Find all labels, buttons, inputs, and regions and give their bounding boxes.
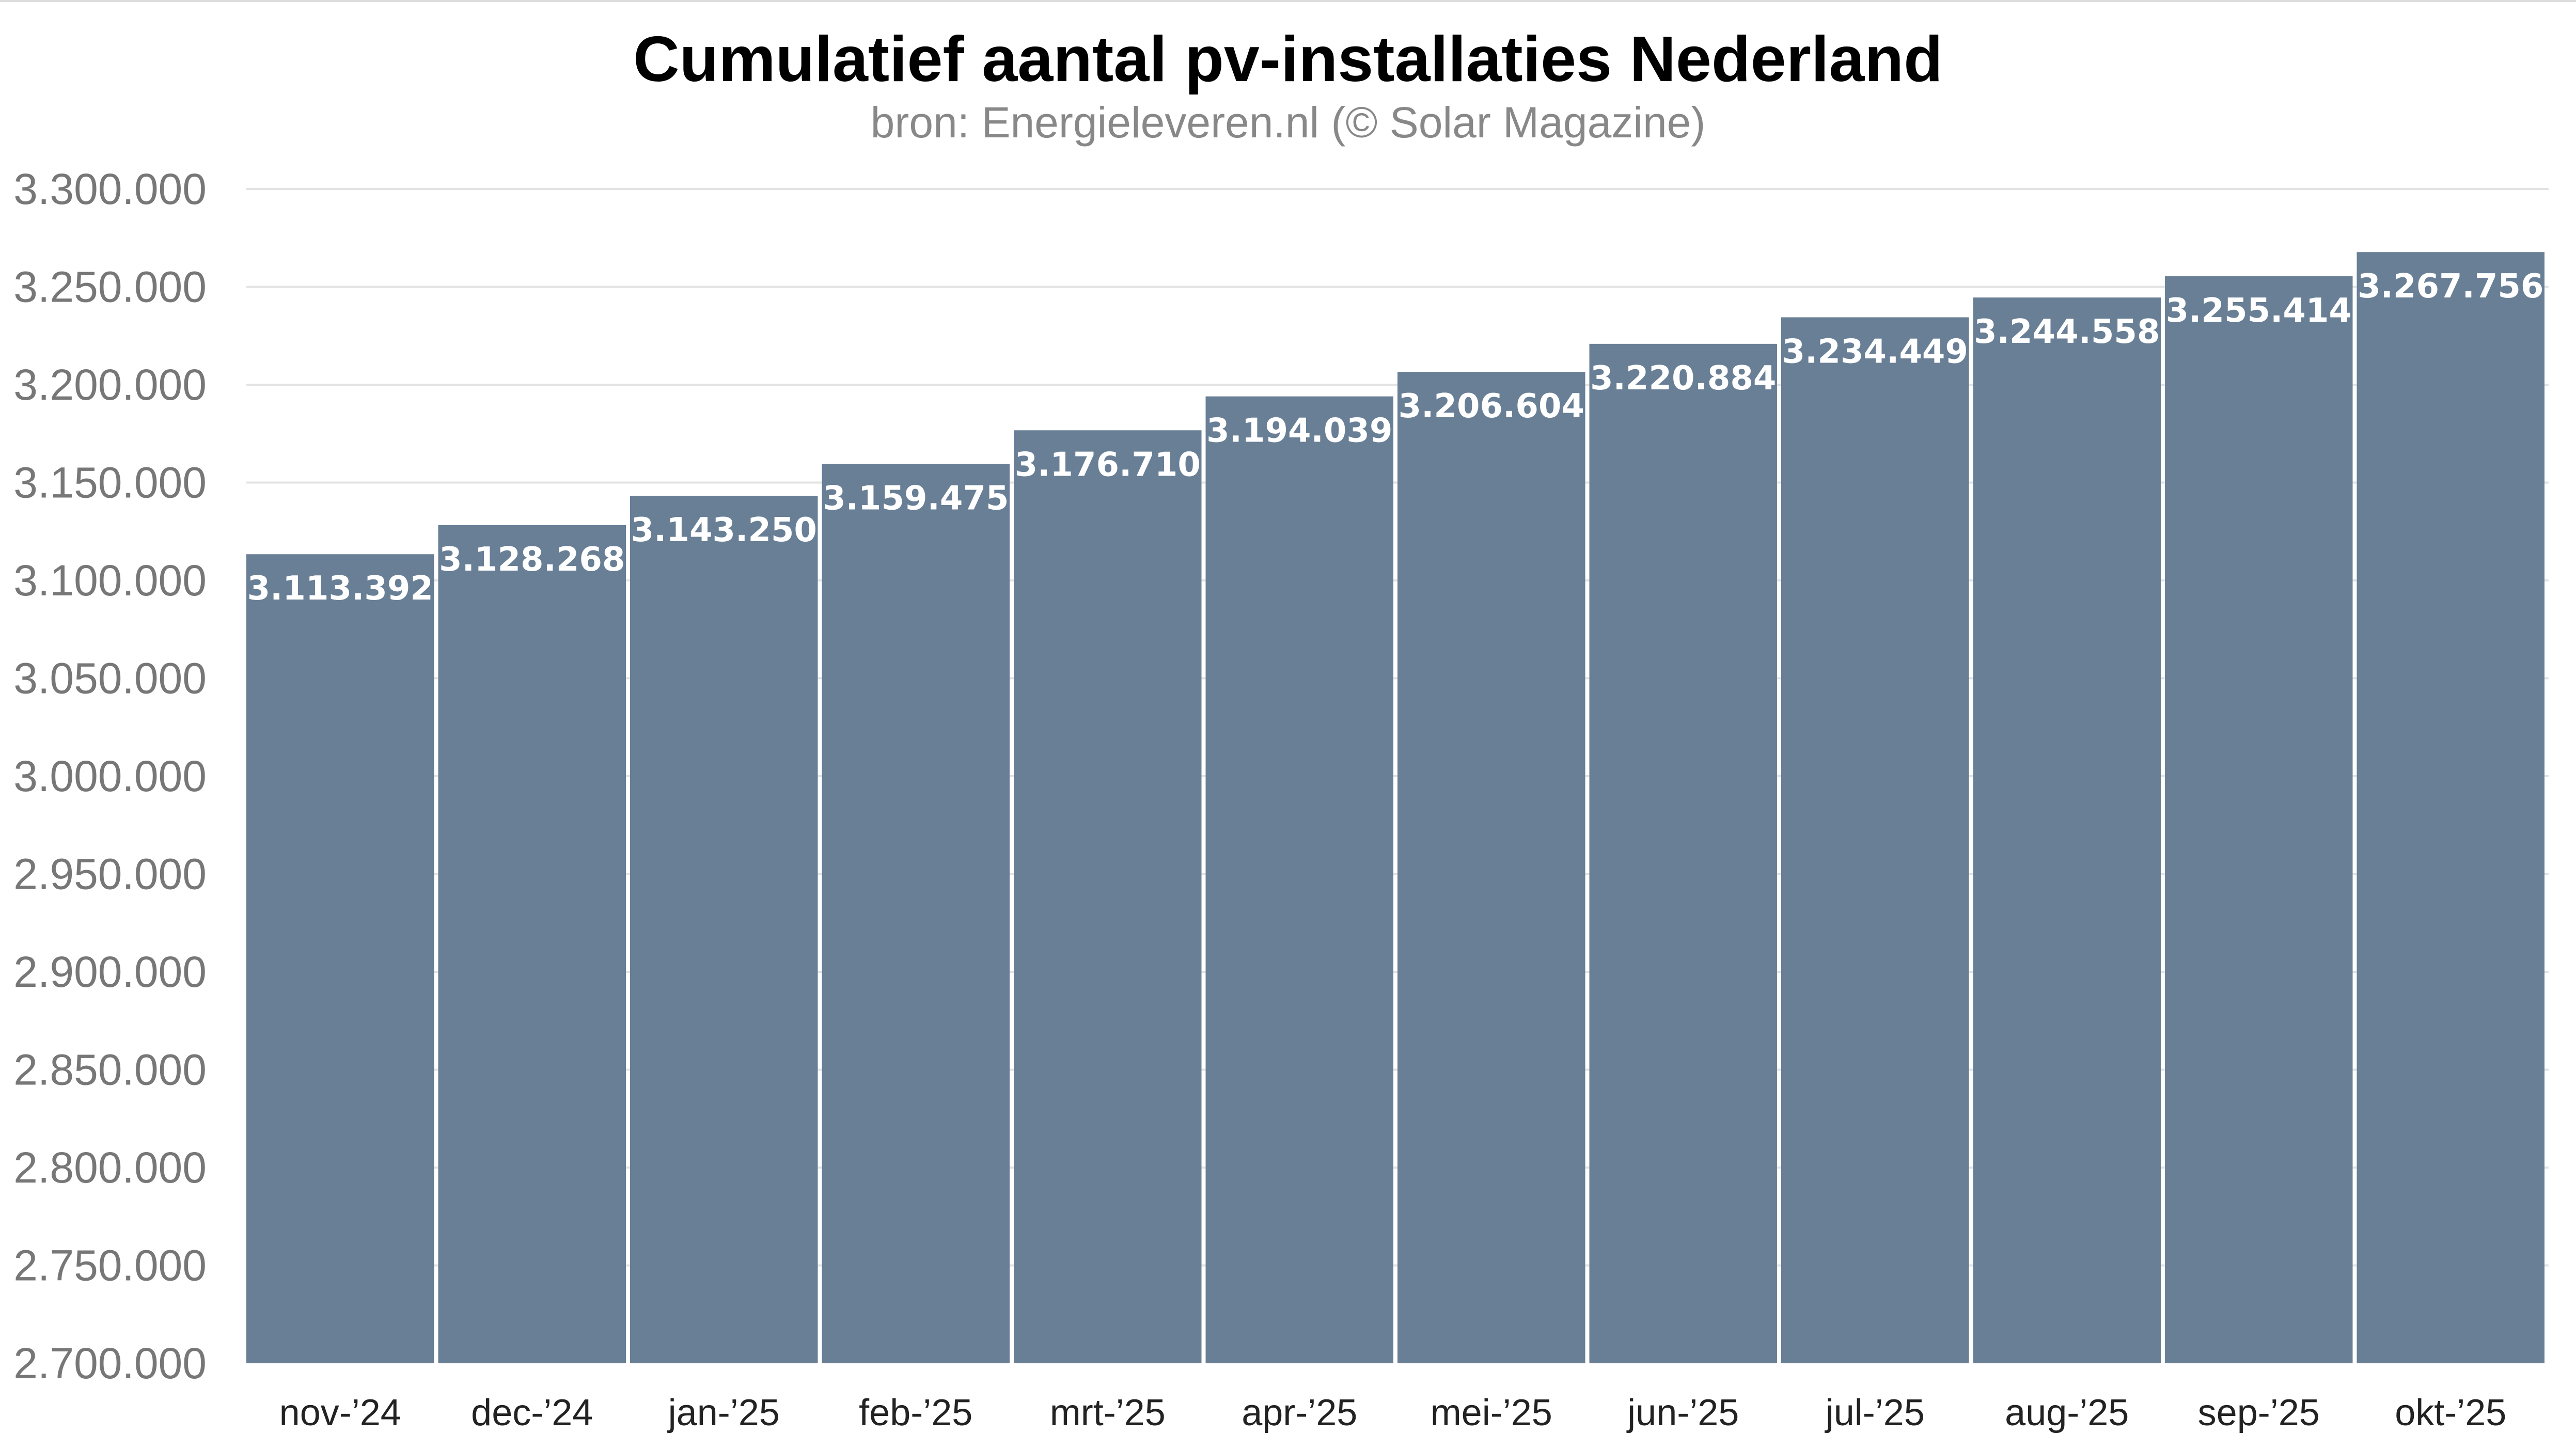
x-axis-categories: nov-’24 dec-’24 jan-’25 feb-’25 mrt-’25 apr-’… <box>279 1392 2507 1434</box>
y-tick-label: 2.700.000 <box>13 1339 207 1388</box>
bars <box>246 252 2544 1364</box>
x-category-label: dec-’24 <box>471 1392 593 1434</box>
x-category-label: apr-’25 <box>1242 1392 1357 1434</box>
y-tick-label: 2.850.000 <box>13 1046 207 1094</box>
bar-value-label: 3.194.039 <box>1206 412 1392 450</box>
bar <box>246 554 434 1363</box>
bar-value-label: 3.267.756 <box>2358 267 2543 306</box>
chart-subtitle: bron: Energieleveren.nl (© Solar Magazin… <box>870 98 1706 147</box>
y-tick-label: 3.100.000 <box>13 556 207 605</box>
bar-value-label: 3.128.268 <box>439 541 625 579</box>
bar-value-label: 3.244.558 <box>1974 313 2160 351</box>
bar <box>2357 252 2544 1363</box>
bar-value-label: 3.143.250 <box>631 511 817 549</box>
x-category-label: jan-’25 <box>667 1392 780 1434</box>
x-category-label: okt-’25 <box>2395 1392 2506 1434</box>
y-tick-label: 3.000.000 <box>13 752 207 800</box>
x-category-label: jun-’25 <box>1626 1392 1739 1434</box>
y-tick-label: 2.900.000 <box>13 948 207 996</box>
y-tick-label: 3.050.000 <box>13 654 207 703</box>
bar-value-label: 3.220.884 <box>1590 359 1776 398</box>
bar <box>1397 371 1585 1363</box>
bar-value-label: 3.206.604 <box>1399 387 1584 426</box>
bar <box>1781 317 1969 1364</box>
x-category-label: jul-’25 <box>1825 1392 1925 1434</box>
x-category-label: nov-’24 <box>279 1392 401 1434</box>
top-divider <box>0 0 2576 2</box>
bar-value-label: 3.234.449 <box>1782 333 1968 371</box>
bar-value-label: 3.113.392 <box>247 570 433 608</box>
y-tick-label: 2.750.000 <box>13 1241 207 1290</box>
x-category-label: aug-’25 <box>2005 1392 2129 1434</box>
y-tick-label: 2.800.000 <box>13 1143 207 1192</box>
bar <box>822 464 1010 1363</box>
bar-value-label: 3.176.710 <box>1015 446 1201 484</box>
bar <box>1205 396 1393 1363</box>
y-tick-label: 3.150.000 <box>13 459 207 507</box>
bar <box>2165 276 2353 1363</box>
chart-title: Cumulatief aantal pv-installaties Nederl… <box>633 24 1943 95</box>
y-tick-label: 3.300.000 <box>13 165 207 213</box>
bar <box>630 496 818 1363</box>
bar <box>438 525 626 1363</box>
bar-value-label: 3.255.414 <box>2166 292 2352 330</box>
x-category-label: mrt-’25 <box>1050 1392 1166 1434</box>
x-category-label: feb-’25 <box>859 1392 972 1434</box>
bar-value-label: 3.159.475 <box>823 480 1009 518</box>
y-tick-label: 2.950.000 <box>13 850 207 899</box>
x-category-label: mei-’25 <box>1431 1392 1552 1434</box>
y-tick-label: 3.250.000 <box>13 263 207 311</box>
x-category-label: sep-’25 <box>2198 1392 2320 1434</box>
bar <box>1589 343 1777 1364</box>
y-axis-ticks: 2.700.000 2.750.000 2.800.000 2.850.000 2.90… <box>13 165 207 1388</box>
y-tick-label: 3.200.000 <box>13 360 207 409</box>
data-labels: 3.113.3923.128.2683.143.2503.159.4753.17… <box>247 267 2544 608</box>
bar <box>1014 430 1202 1364</box>
bar <box>1973 297 2161 1363</box>
